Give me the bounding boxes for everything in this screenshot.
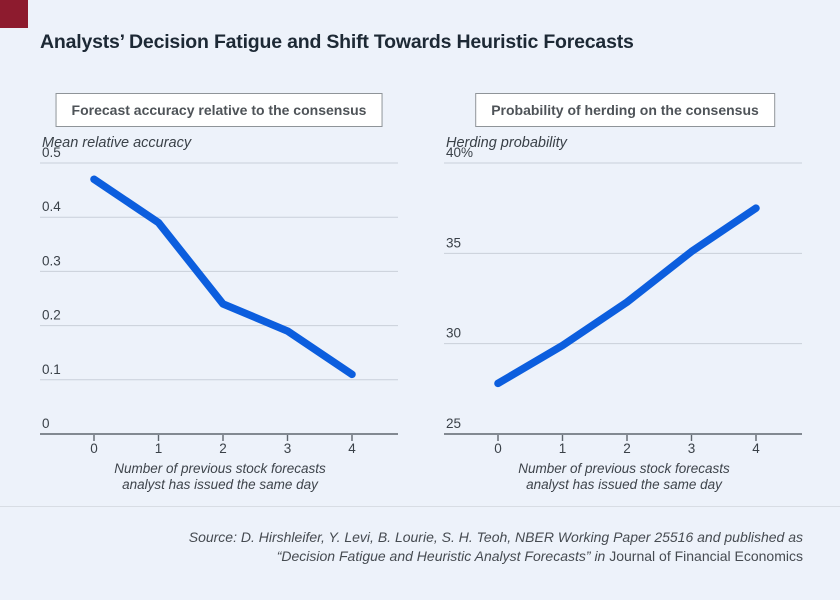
chart-accuracy-panel: 0.5 0.4 0.3 0.2 0.1 0 0 1 2 3 4 Mean relative accur… (20, 130, 420, 460)
svg-text:2: 2 (219, 441, 227, 456)
x-axis-caption-right-line2: analyst has issued the same day (526, 476, 722, 492)
x-axis-caption-left-line2: analyst has issued the same day (122, 476, 318, 492)
source-line2-italic: “Decision Fatigue and Heuristic Analyst … (276, 547, 610, 564)
svg-text:3: 3 (688, 441, 696, 456)
svg-text:0: 0 (494, 441, 502, 456)
svg-text:4: 4 (348, 441, 356, 456)
panel-label-accuracy: Forecast accuracy relative to the consen… (55, 93, 383, 127)
svg-text:30: 30 (446, 326, 461, 341)
svg-text:1: 1 (155, 441, 163, 456)
svg-text:0.5: 0.5 (42, 145, 61, 160)
svg-text:25: 25 (446, 416, 461, 431)
svg-text:Herding probability: Herding probability (446, 135, 568, 151)
chart-accuracy: 0.5 0.4 0.3 0.2 0.1 0 0 1 2 3 4 Mean relative accur… (40, 135, 398, 456)
panel-label-accuracy-text: Forecast accuracy relative to the consen… (71, 102, 367, 118)
chart-herding: 40% 35 30 25 0 1 2 3 4 Herding probability (444, 135, 802, 456)
x-axis-caption-right: Number of previous stock forecasts analy… (424, 461, 824, 492)
svg-text:0.4: 0.4 (42, 199, 61, 214)
svg-text:Mean relative accuracy: Mean relative accuracy (42, 135, 192, 151)
svg-text:40%: 40% (446, 145, 473, 160)
x-axis-caption-left-line1: Number of previous stock forecasts (114, 461, 326, 476)
svg-text:0.3: 0.3 (42, 253, 61, 268)
panel-label-herding-text: Probability of herding on the consensus (491, 102, 759, 118)
source-line2-journal: Journal of Financial Economics (609, 547, 803, 564)
svg-text:0: 0 (42, 416, 50, 431)
svg-text:35: 35 (446, 235, 461, 250)
source-note: Source: D. Hirshleifer, Y. Levi, B. Lour… (189, 528, 803, 565)
svg-text:0.2: 0.2 (42, 308, 61, 323)
svg-text:4: 4 (752, 441, 760, 456)
page-title: Analysts’ Decision Fatigue and Shift Tow… (40, 31, 634, 53)
nber-accent-square (0, 0, 28, 28)
source-line1: Source: D. Hirshleifer, Y. Levi, B. Lour… (188, 529, 803, 545)
svg-text:1: 1 (559, 441, 567, 456)
svg-text:3: 3 (284, 441, 292, 456)
chart-herding-panel: 40% 35 30 25 0 1 2 3 4 Herding probability (424, 130, 824, 460)
svg-text:0.1: 0.1 (42, 362, 61, 377)
x-axis-caption-right-line1: Number of previous stock forecasts (518, 461, 730, 476)
svg-text:0: 0 (90, 441, 98, 456)
svg-text:2: 2 (623, 441, 631, 456)
panel-label-herding: Probability of herding on the consensus (475, 93, 775, 127)
footer-divider (0, 506, 840, 507)
x-axis-caption-left: Number of previous stock forecasts analy… (20, 461, 420, 492)
